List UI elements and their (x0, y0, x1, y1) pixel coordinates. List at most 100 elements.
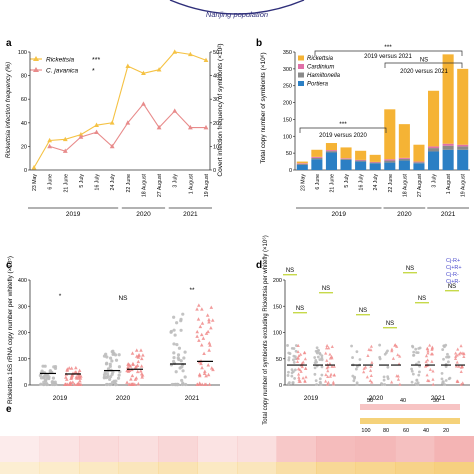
c-point (69, 374, 74, 378)
b-x-tick-label: 21 June (329, 174, 335, 193)
b-ylabel: Total copy number of symbionts (×10⁶) (260, 52, 267, 163)
a-line-rickettsia (33, 51, 207, 168)
panel-d: d Total copy number of symbionts excludi… (256, 235, 470, 425)
c-point (179, 317, 183, 321)
c-point (206, 363, 211, 367)
d-point (424, 354, 429, 358)
d-point (292, 370, 295, 374)
b-x-tick-label: 5 July (344, 174, 350, 188)
c-point (139, 364, 144, 368)
a-point-cjavanica (156, 124, 162, 130)
b-text-2020-2021: 2020 versus 2021 (400, 69, 448, 75)
d-point (293, 377, 296, 380)
b-bar-hamiltonella (428, 148, 440, 152)
d-point (324, 373, 328, 377)
d-point (369, 373, 373, 377)
d-point (417, 360, 421, 364)
c-point (67, 366, 72, 370)
b-bar-portiera (311, 159, 323, 170)
d-point (288, 381, 291, 384)
c-point (184, 382, 188, 387)
b-legend-swatch-hamiltonella (298, 72, 304, 78)
d-point (423, 364, 428, 368)
d-point (383, 383, 387, 386)
d-point (355, 350, 359, 354)
c-point (198, 324, 203, 329)
d-point (446, 352, 449, 356)
b-bar-cardinium (398, 157, 410, 159)
d-point (410, 367, 414, 371)
b-bar-hamiltonella (384, 160, 396, 163)
d-ns-bar (319, 292, 333, 294)
b-x-tick-label: 1 August (446, 173, 452, 194)
d-point (428, 367, 432, 371)
e-heat-cell (237, 436, 277, 462)
c-point (112, 379, 116, 383)
a-legend: Rickettsia *** C. javanica * (30, 56, 100, 75)
e-heat-cell (118, 462, 159, 474)
a-left-tick-label: 100 (18, 50, 27, 56)
d-point (303, 357, 307, 361)
a-left-tick-label: 40 (21, 121, 27, 127)
b-legend-rickettsia: Rickettsia (307, 56, 334, 62)
d-point (291, 381, 295, 384)
c-point (195, 334, 199, 338)
a-left-tick-label: 20 (21, 144, 27, 150)
d-point (462, 352, 466, 356)
a-point-rickettsia (141, 70, 146, 76)
b-bar-cardinium (296, 163, 308, 164)
c-point (139, 348, 143, 352)
d-point (331, 380, 335, 384)
b-year-label: 2019 (332, 211, 347, 218)
e-heat-cell (276, 436, 317, 462)
c-point (110, 359, 114, 363)
panel-label-b: b (256, 38, 262, 49)
b-bar-hamiltonella (355, 160, 367, 162)
b-stars-2019-2021: *** (384, 44, 392, 51)
a-point-cjavanica (187, 124, 193, 130)
c-y-tick-label: 0 (24, 383, 27, 389)
d-point (328, 361, 332, 366)
d-point (327, 346, 331, 350)
d-point (440, 372, 444, 375)
a-line-cjavanica (49, 102, 206, 152)
d-annotation: NS (418, 296, 426, 302)
d-ns-bar (383, 327, 397, 329)
a-right-tick-label: 40 (213, 74, 219, 80)
d-point (287, 351, 291, 355)
d-point (442, 357, 445, 361)
d-point (417, 347, 421, 350)
c-point (197, 338, 201, 342)
d-point (353, 376, 356, 380)
d-point (446, 355, 450, 359)
d-point (415, 351, 418, 354)
c-point (205, 313, 210, 317)
d-point (431, 369, 435, 373)
d-point (398, 354, 402, 358)
c-point (208, 343, 212, 347)
e-heat-cell (316, 436, 356, 462)
d-point (314, 379, 318, 383)
c-point (65, 368, 69, 372)
b-x-tick-label: 27 August (417, 173, 423, 197)
e-scale-bar-bottom (360, 418, 460, 424)
d-point (426, 349, 430, 353)
d-point (331, 382, 336, 386)
a-point-rickettsia (203, 57, 209, 63)
d-point (297, 379, 301, 383)
c-point (199, 361, 203, 366)
d-ns-bar (283, 274, 297, 276)
d-point (414, 347, 418, 351)
c-point (169, 329, 173, 334)
e-heat-cell (434, 436, 474, 462)
c-point (207, 382, 212, 386)
c-point (74, 365, 78, 370)
b-stars-2020-2021: NS (420, 58, 428, 64)
a-year-label: 2020 (136, 211, 151, 218)
d-point (296, 343, 300, 348)
a-point-rickettsia (156, 67, 162, 72)
d-point (295, 359, 300, 364)
d-point (393, 343, 397, 347)
e-scale-top-label: 50 (367, 398, 373, 404)
d-point (356, 365, 359, 368)
